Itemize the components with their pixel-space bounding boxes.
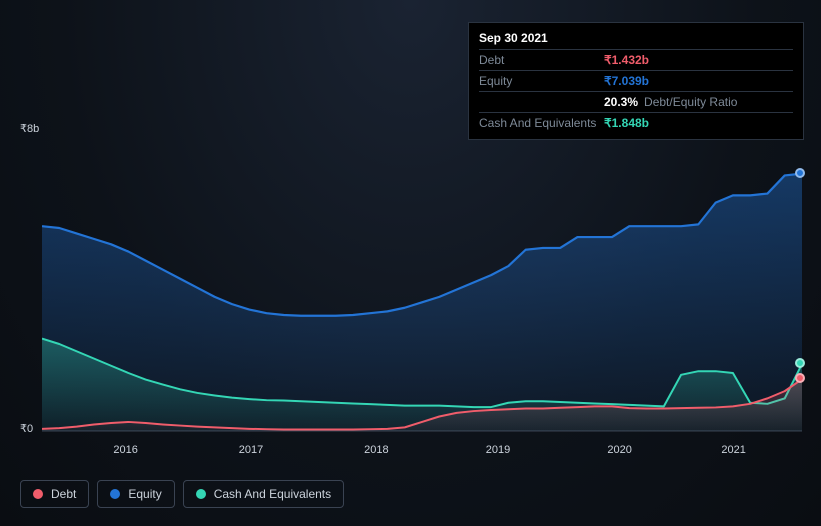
tooltip-row: Debt₹1.432b bbox=[479, 49, 793, 70]
chart-legend: Debt Equity Cash And Equivalents bbox=[20, 480, 344, 508]
x-tick-label: 2020 bbox=[607, 444, 631, 456]
financial-area-chart bbox=[42, 140, 802, 432]
legend-label: Debt bbox=[51, 487, 76, 501]
legend-swatch bbox=[196, 489, 206, 499]
legend-swatch bbox=[110, 489, 120, 499]
tooltip-row-label: Debt bbox=[479, 51, 604, 69]
tooltip-row-label: Cash And Equivalents bbox=[479, 114, 604, 132]
x-tick-label: 2018 bbox=[364, 444, 388, 456]
x-tick-label: 2019 bbox=[486, 444, 510, 456]
marker-equity bbox=[795, 168, 805, 178]
tooltip-row: Equity₹7.039b bbox=[479, 70, 793, 91]
tooltip-row-value: ₹7.039b bbox=[604, 72, 649, 90]
y-axis-label-bottom: ₹0 bbox=[20, 422, 33, 435]
legend-label: Equity bbox=[128, 487, 161, 501]
marker-cash bbox=[795, 358, 805, 368]
chart-tooltip: Sep 30 2021 Debt₹1.432bEquity₹7.039b20.3… bbox=[468, 22, 804, 140]
tooltip-row-value: ₹1.432b bbox=[604, 51, 649, 69]
legend-label: Cash And Equivalents bbox=[214, 487, 331, 501]
tooltip-row-value: ₹1.848b bbox=[604, 114, 649, 132]
tooltip-row-label bbox=[479, 93, 604, 111]
tooltip-row: 20.3% Debt/Equity Ratio bbox=[479, 91, 793, 112]
tooltip-row-suffix: Debt/Equity Ratio bbox=[644, 93, 737, 111]
legend-swatch bbox=[33, 489, 43, 499]
legend-item[interactable]: Debt bbox=[20, 480, 89, 508]
tooltip-row-label: Equity bbox=[479, 72, 604, 90]
x-tick-label: 2017 bbox=[239, 444, 263, 456]
legend-item[interactable]: Cash And Equivalents bbox=[183, 480, 344, 508]
x-tick-label: 2021 bbox=[721, 444, 745, 456]
y-axis-label-top: ₹8b bbox=[20, 122, 39, 135]
tooltip-row: Cash And Equivalents₹1.848b bbox=[479, 112, 793, 133]
tooltip-date: Sep 30 2021 bbox=[479, 29, 793, 49]
x-tick-label: 2016 bbox=[113, 444, 137, 456]
legend-item[interactable]: Equity bbox=[97, 480, 174, 508]
tooltip-row-value: 20.3% bbox=[604, 93, 638, 111]
marker-debt bbox=[795, 373, 805, 383]
